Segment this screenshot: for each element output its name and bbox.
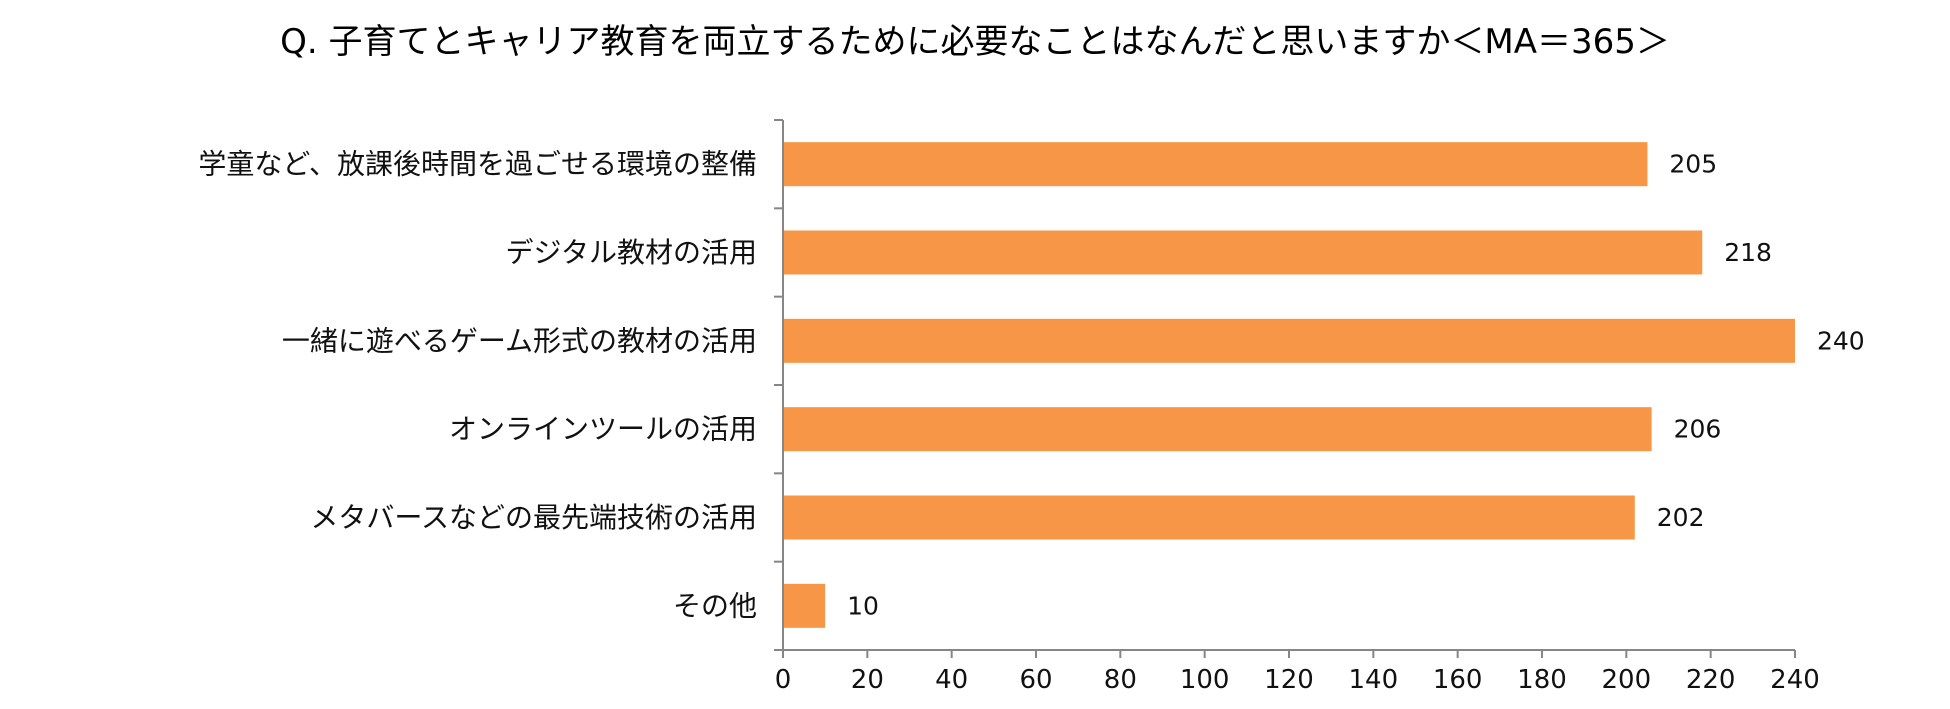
category-label: メタバースなどの最先端技術の活用 [310,501,757,534]
bar [783,495,1635,540]
data-label: 10 [847,591,879,620]
category-label: 学童など、放課後時間を過ごせる環境の整備 [198,148,757,181]
bar [783,230,1703,275]
x-tick-label: 40 [935,665,968,695]
category-label: その他 [673,589,757,622]
x-tick-label: 140 [1349,665,1399,695]
x-tick-label: 120 [1264,665,1314,695]
x-tick-label: 100 [1180,665,1230,695]
bar [783,407,1652,452]
labels-layer: 学童など、放課後時間を過ごせる環境の整備 205 デジタル教材の活用 218 一緒に遊べ… [198,148,1864,695]
x-tick-label: 200 [1602,665,1652,695]
ticks-layer [774,119,1796,658]
data-label: 205 [1669,150,1717,179]
data-label: 240 [1817,326,1865,355]
x-tick-label: 60 [1019,665,1052,695]
x-tick-label: 240 [1770,665,1820,695]
bar [783,583,826,628]
x-tick-label: 20 [851,665,884,695]
x-tick-label: 80 [1104,665,1137,695]
x-tick-label: 0 [775,665,792,695]
data-label: 202 [1657,503,1705,532]
chart-title: Q. 子育てとキャリア教育を両立するために必要なことはなんだと思いますか＜MA＝… [280,22,1670,62]
data-label: 218 [1724,238,1772,267]
bar [783,142,1648,187]
x-tick-label: 160 [1433,665,1483,695]
x-tick-label: 220 [1686,665,1736,695]
category-label: 一緒に遊べるゲーム形式の教材の活用 [282,324,757,357]
axes [782,120,1795,651]
x-tick-label: 180 [1517,665,1567,695]
data-label: 206 [1674,415,1722,444]
category-label: オンラインツールの活用 [449,413,757,446]
bar [783,318,1795,363]
bars-layer [783,142,1795,628]
category-label: デジタル教材の活用 [506,236,757,269]
